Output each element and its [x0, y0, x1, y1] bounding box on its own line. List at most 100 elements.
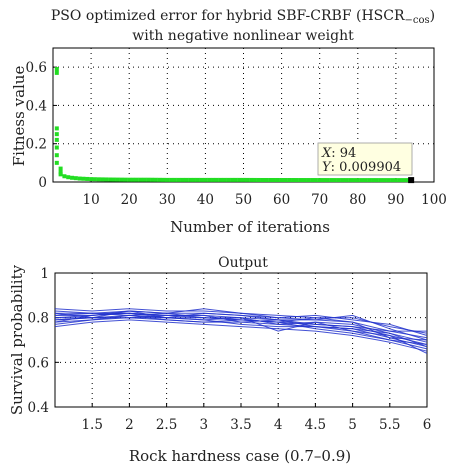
c2-xtick-label: 2 [125, 417, 134, 433]
c1-ytick-label: 0.6 [26, 60, 47, 76]
fitness-point [275, 177, 280, 182]
fitness-point [348, 178, 353, 183]
fitness-point [157, 177, 162, 182]
fitness-point [405, 178, 410, 183]
fitness-point [401, 178, 406, 183]
chart1-y-ticks: 0 0.2 0.4 0.6 [26, 60, 57, 191]
c1-xtick-label: 70 [311, 192, 328, 208]
fitness-point [115, 177, 120, 182]
fitness-point [108, 177, 113, 182]
survival-series-line [54, 319, 428, 352]
fitness-point [172, 177, 177, 182]
fitness-point [291, 178, 296, 183]
fitness-point [165, 177, 170, 182]
fitness-point [89, 177, 94, 182]
fitness-point [142, 177, 147, 182]
fitness-point [96, 177, 101, 182]
fitness-point [306, 178, 311, 183]
datatip-x: X: 94 [321, 146, 356, 161]
fitness-point [153, 177, 158, 182]
fitness-point [188, 177, 193, 182]
fitness-point [271, 177, 276, 182]
fitness-point [233, 177, 238, 182]
c2-xtick-label: 3.5 [230, 417, 251, 433]
c1-xtick-label: 90 [387, 192, 404, 208]
survival-series-line [54, 312, 427, 332]
chart2-series [54, 308, 428, 354]
fitness-point [287, 178, 292, 183]
fitness-point [54, 153, 59, 158]
datatip[interactable]: X: 94 Y: 0.009904 [317, 142, 415, 184]
c1-xtick-label: 40 [197, 192, 214, 208]
fitness-point [325, 178, 330, 183]
survival-series-line [54, 312, 428, 341]
fitness-point [199, 177, 204, 182]
fitness-point [58, 172, 63, 177]
chart2-xlabel: Rock hardness case (0.7–0.9) [129, 447, 351, 465]
fitness-point [310, 178, 315, 183]
fitness-point [134, 177, 139, 182]
fitness-point [317, 178, 322, 183]
fitness-point [54, 126, 59, 131]
fitness-point [207, 177, 212, 182]
c2-xtick-label: 1.5 [81, 417, 102, 433]
c1-ytick-label: 0.4 [26, 98, 47, 114]
fitness-point [313, 178, 318, 183]
fitness-point [146, 177, 151, 182]
fitness-point [119, 177, 124, 182]
fitness-point [62, 174, 67, 179]
c2-ytick-label: 1 [40, 266, 49, 282]
fitness-point [294, 178, 299, 183]
c2-ytick-label: 0.4 [28, 400, 49, 416]
fitness-point [268, 177, 273, 182]
c1-xtick-label: 20 [121, 192, 138, 208]
fitness-point [184, 177, 189, 182]
output-chart: Output 1.5 2 2.5 3 3.5 4 4.5 5 5.5 6 0.4 0.6 0.8 1 R… [8, 255, 431, 465]
chart2-ylabel: Survival probability [8, 264, 26, 415]
fitness-point [298, 178, 303, 183]
fitness-point [54, 70, 59, 75]
fitness-point [85, 176, 90, 181]
c2-ytick-label: 0.6 [28, 355, 49, 371]
fitness-point [336, 178, 341, 183]
c2-xtick-label: 5 [348, 417, 357, 433]
fitness-point [81, 176, 86, 181]
fitness-point [230, 177, 235, 182]
fitness-point [54, 160, 59, 165]
fitness-point [374, 178, 379, 183]
fitness-point [321, 178, 326, 183]
fitness-point [302, 178, 307, 183]
c2-ytick-label: 0.8 [28, 311, 49, 327]
c1-xtick-label: 80 [349, 192, 366, 208]
fitness-point [218, 177, 223, 182]
fitness-point [393, 178, 398, 183]
chart1-title-line2: with negative nonlinear weight [132, 28, 354, 44]
fitness-point [245, 177, 250, 182]
fitness-point [54, 145, 59, 150]
fitness-point [279, 177, 284, 182]
fitness-point [150, 177, 155, 182]
fitness-point [123, 177, 128, 182]
fitness-point [104, 177, 109, 182]
fitness-point [249, 177, 254, 182]
fitness-point [161, 177, 166, 182]
c2-xtick-label: 4 [274, 417, 283, 433]
fitness-point [138, 177, 143, 182]
chart2-y-ticks: 0.4 0.6 0.8 1 [28, 266, 59, 416]
chart1-x-ticks: 10 20 30 40 50 60 70 80 90 100 [83, 178, 447, 208]
c1-xtick-label: 30 [159, 192, 176, 208]
fitness-point [169, 177, 174, 182]
c2-xtick-label: 3 [200, 417, 209, 433]
c2-xtick-label: 4.5 [305, 417, 326, 433]
fitness-point [382, 178, 387, 183]
c1-ytick-label: 0.2 [26, 137, 47, 153]
fitness-point [260, 177, 265, 182]
fitness-point [367, 178, 372, 183]
chart1-title: PSO optimized error for hybrid SBF-CRBF … [51, 8, 435, 26]
c1-xtick-label: 60 [273, 192, 290, 208]
fitness-point [176, 177, 181, 182]
fitness-point [256, 177, 261, 182]
fitness-point [58, 166, 63, 171]
datatip-y: Y: 0.009904 [322, 160, 401, 175]
